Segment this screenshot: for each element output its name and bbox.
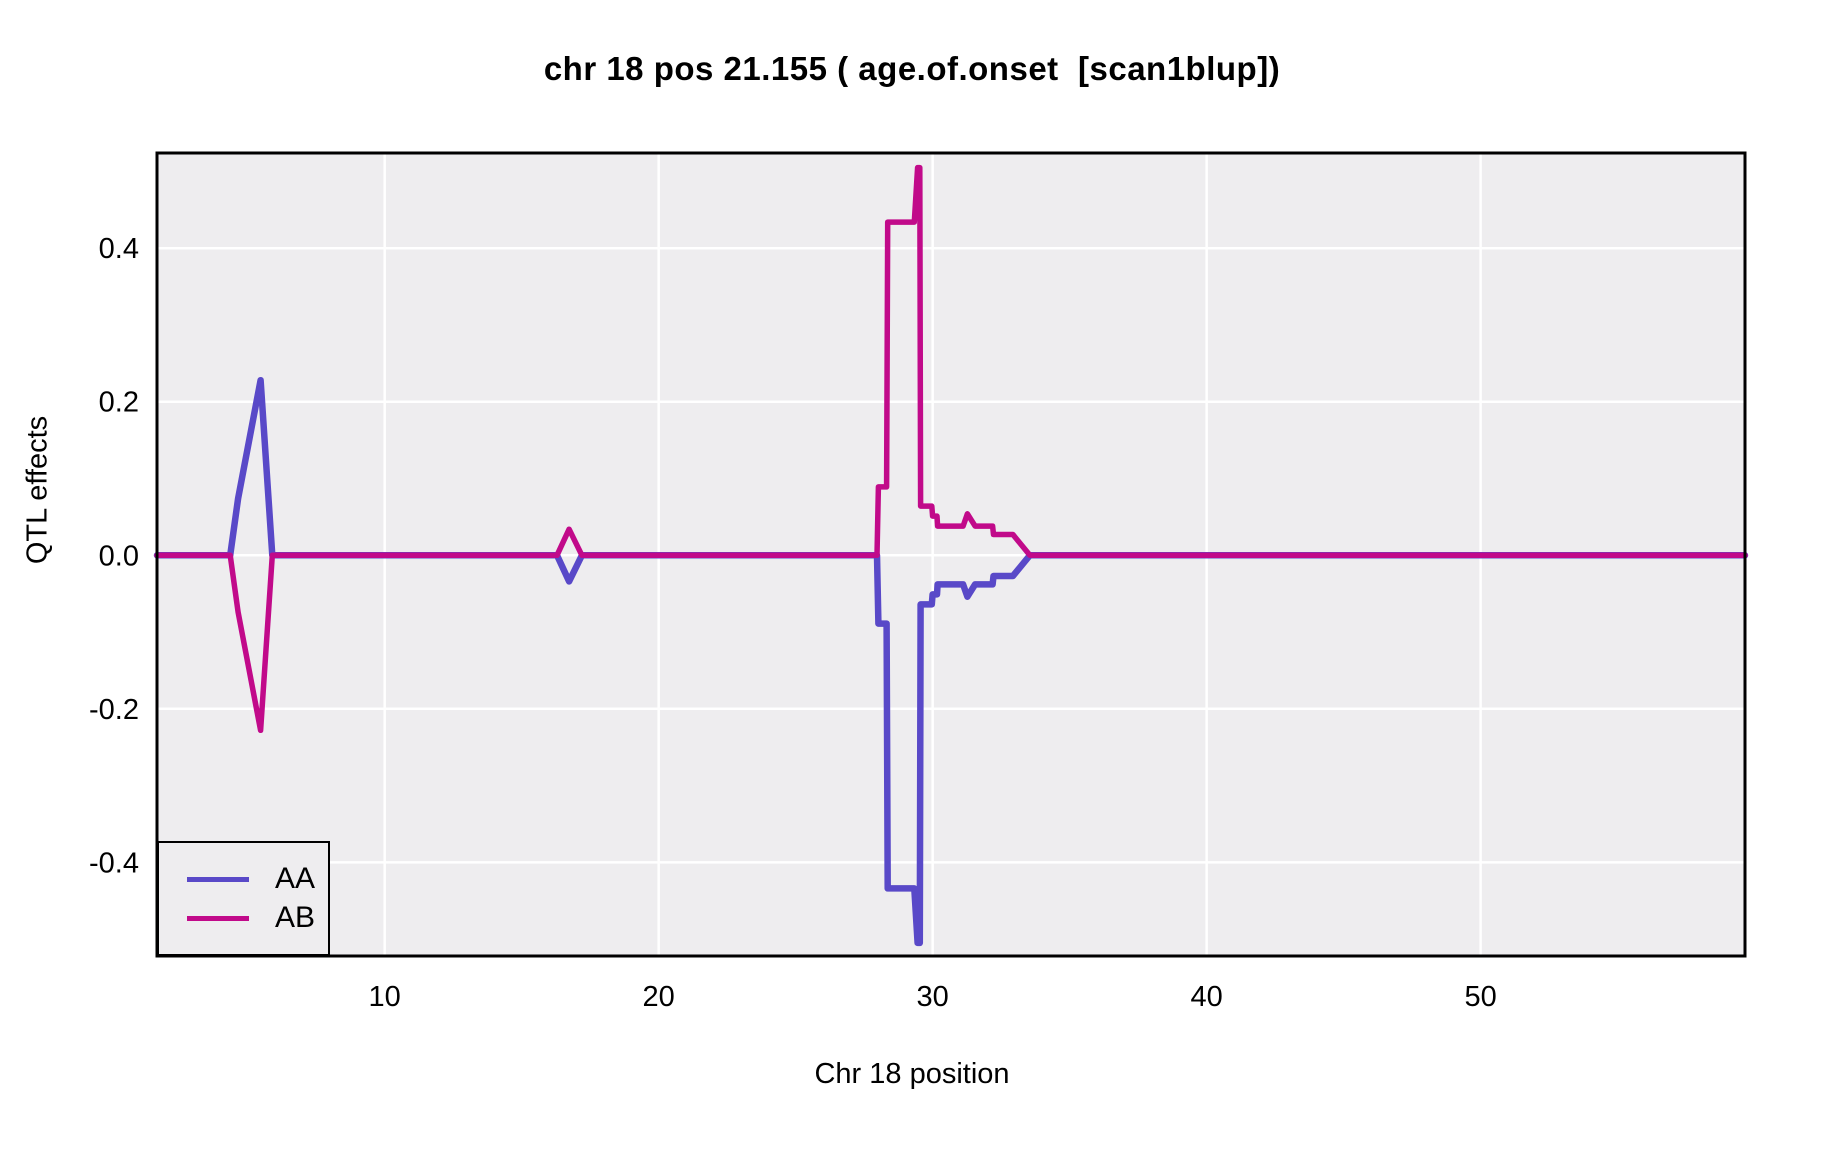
panel-border — [155, 151, 1747, 958]
x-axis-label: Chr 18 position — [814, 1058, 1010, 1090]
x-tick-label: 20 — [643, 981, 675, 1013]
legend: AA AB — [157, 841, 330, 956]
x-tick-label: 40 — [1190, 981, 1222, 1013]
x-tick-label: 50 — [1464, 981, 1496, 1013]
y-tick-label: 0.0 — [99, 540, 139, 572]
legend-label-ab: AB — [275, 901, 316, 934]
chart-title: chr 18 pos 21.155 ( age.of.onset [scan1b… — [543, 50, 1281, 87]
x-tick-label: 30 — [917, 981, 949, 1013]
legend-line-sample-aa — [187, 876, 249, 882]
y-tick-label: 0.4 — [99, 233, 139, 265]
series-line-ab — [154, 164, 1748, 734]
legend-line-sample-ab — [187, 915, 249, 921]
y-axis-label: QTL effects — [21, 415, 54, 565]
y-tick-label: -0.4 — [89, 847, 139, 879]
x-tick-label: 10 — [369, 981, 401, 1013]
legend-label-aa: AA — [275, 862, 316, 895]
y-tick-label: -0.2 — [89, 694, 139, 726]
y-tick-label: 0.2 — [99, 387, 139, 419]
